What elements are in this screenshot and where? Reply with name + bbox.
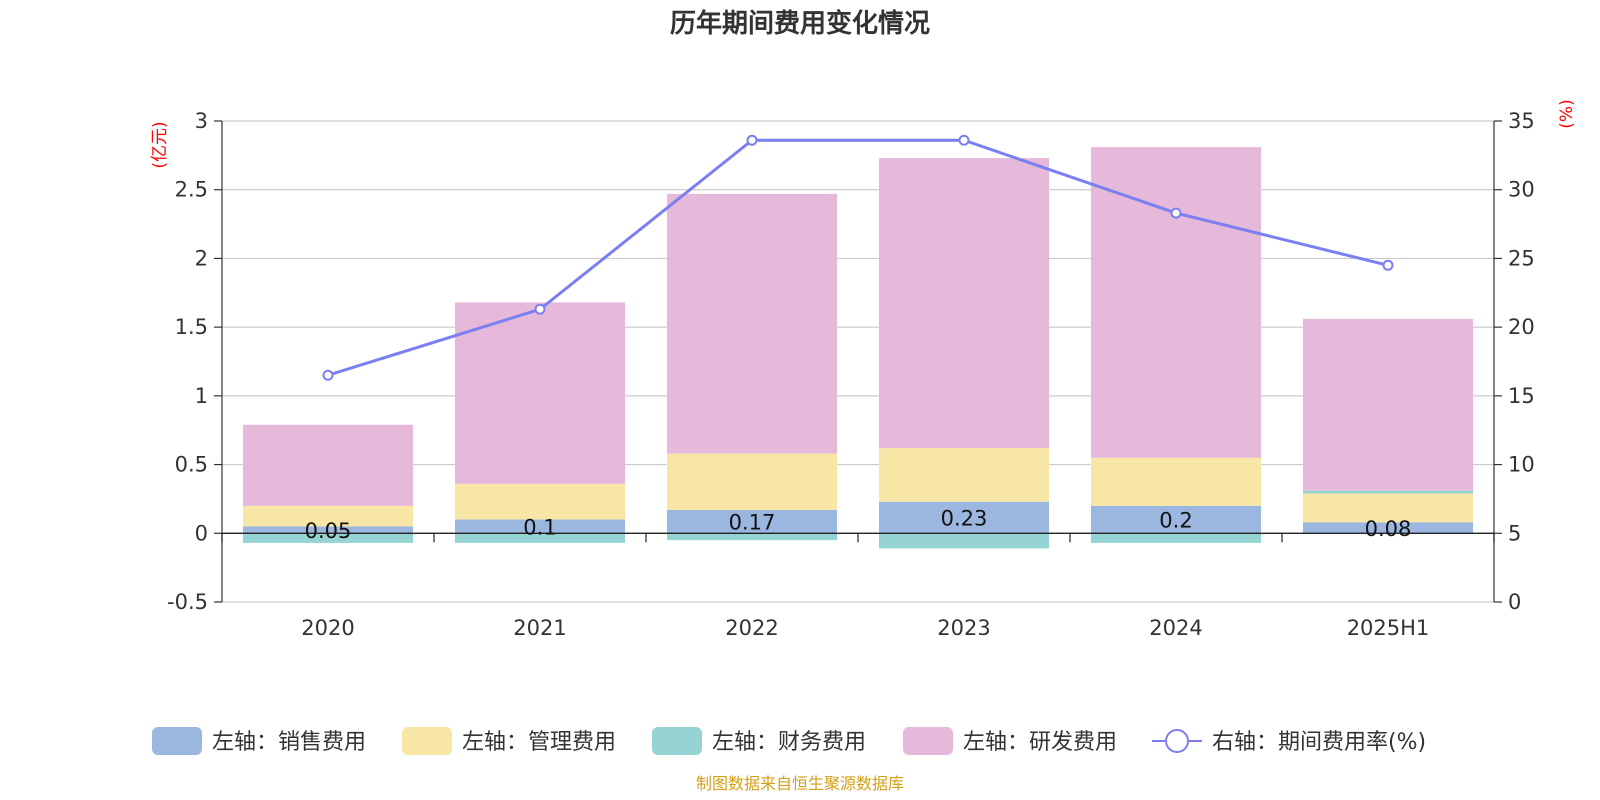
- x-axis-tick-label: 2021: [513, 616, 566, 640]
- left-axis-tick-label: 3: [195, 109, 208, 133]
- bar-segment-2: [667, 453, 837, 510]
- left-axis-tick-label: 2.5: [175, 178, 208, 202]
- chart-title: 历年期间费用变化情况: [670, 8, 930, 39]
- right-axis-tick-label: 5: [1508, 521, 1521, 545]
- bar-segment-3: [667, 533, 837, 541]
- right-axis-tick-label: 0: [1508, 590, 1521, 614]
- legend: 左轴：销售费用 左轴：管理费用 左轴：财务费用 左轴：研发费用 右轴：期间费用率(%): [152, 727, 1426, 755]
- bar-segment-3: [1091, 533, 1261, 543]
- bar-segment-2: [1091, 457, 1261, 506]
- bar-segment-2: [455, 483, 625, 520]
- rate-point: [534, 303, 546, 315]
- rate-line: [327, 138, 1389, 377]
- x-axis-tick-label: 2022: [725, 616, 778, 640]
- right-axis-tick-label: 15: [1508, 384, 1535, 408]
- left-axis-tick-label: 0.5: [175, 453, 208, 477]
- bar-segment-1: [1091, 505, 1261, 534]
- rate-point: [1170, 207, 1182, 219]
- bar-segment-2: [879, 448, 1049, 502]
- right-axis-tick-label: 20: [1508, 315, 1535, 339]
- legend-swatch: [903, 727, 953, 755]
- bar-segment-3: [243, 533, 413, 543]
- legend-swatch: [152, 727, 202, 755]
- left-axis-tick-label: -0.5: [167, 590, 208, 614]
- bar-segment-2: [1303, 493, 1473, 523]
- axis-layer: 3 2.5 2 1.5 1 0.5 0 -0.5 35 30 25 20 15 10 5 0 (亿元) (%) 20…: [150, 99, 1577, 640]
- data-label: 0.2: [1159, 509, 1192, 533]
- label-layer: 0.05 0.1 0.17 0.23 0.2 0.08: [305, 506, 1412, 542]
- legend-label: 左轴：研发费用: [963, 730, 1117, 755]
- right-axis-tick-label: 35: [1508, 109, 1535, 133]
- bar-layer: [243, 147, 1473, 549]
- legend-label: 左轴：财务费用: [712, 730, 866, 755]
- data-label: 0.05: [305, 519, 352, 543]
- left-axis-tick-label: 1: [195, 384, 208, 408]
- legend-swatch: [402, 727, 452, 755]
- bar-segment-3: [879, 533, 1049, 549]
- x-axis-tick-label: 2025H1: [1347, 616, 1430, 640]
- bar-segment-1: [455, 519, 625, 534]
- right-axis-tick-label: 10: [1508, 453, 1535, 477]
- line-layer: [322, 134, 1394, 381]
- x-axis-tick-label: 2024: [1149, 616, 1202, 640]
- bar-segment-4: [879, 158, 1049, 449]
- source-note: 制图数据来自恒生聚源数据库: [696, 774, 904, 793]
- rate-point: [1382, 259, 1394, 271]
- bar-segment-4: [1091, 147, 1261, 458]
- legend-swatch: [652, 727, 702, 755]
- data-label: 0.1: [523, 515, 556, 539]
- bar-segment-1: [667, 509, 837, 534]
- bar-segment-4: [243, 424, 413, 506]
- right-axis-tick-label: 30: [1508, 178, 1535, 202]
- bar-segment-1: [243, 526, 413, 534]
- left-axis-tick-label: 1.5: [175, 315, 208, 339]
- bar-segment-2: [243, 505, 413, 527]
- bar-segment-4: [667, 193, 837, 454]
- data-label: 0.23: [941, 506, 988, 530]
- data-label: 0.17: [729, 511, 776, 535]
- bar-segment-1: [879, 501, 1049, 534]
- left-axis-tick-label: 0: [195, 521, 208, 545]
- legend-label: 左轴：管理费用: [462, 730, 616, 755]
- left-unit-label: (亿元): [150, 121, 170, 168]
- right-unit-label: (%): [1557, 99, 1577, 128]
- legend-marker-icon: [1165, 729, 1189, 753]
- right-axis-tick-label: 25: [1508, 246, 1535, 270]
- data-label: 0.08: [1365, 517, 1412, 541]
- bar-segment-3: [455, 533, 625, 543]
- bar-segment-4: [455, 302, 625, 484]
- bar-segment-4: [1303, 318, 1473, 491]
- rate-point: [958, 134, 970, 146]
- bar-segment-1: [1303, 522, 1473, 534]
- legend-label: 左轴：销售费用: [212, 730, 366, 755]
- left-axis-tick-label: 2: [195, 246, 208, 270]
- x-axis-tick-label: 2020: [301, 616, 354, 640]
- bar-segment-3: [1303, 490, 1473, 494]
- rate-point: [322, 369, 334, 381]
- legend-label: 右轴：期间费用率(%): [1212, 730, 1426, 755]
- x-axis-tick-label: 2023: [937, 616, 990, 640]
- rate-point: [746, 134, 758, 146]
